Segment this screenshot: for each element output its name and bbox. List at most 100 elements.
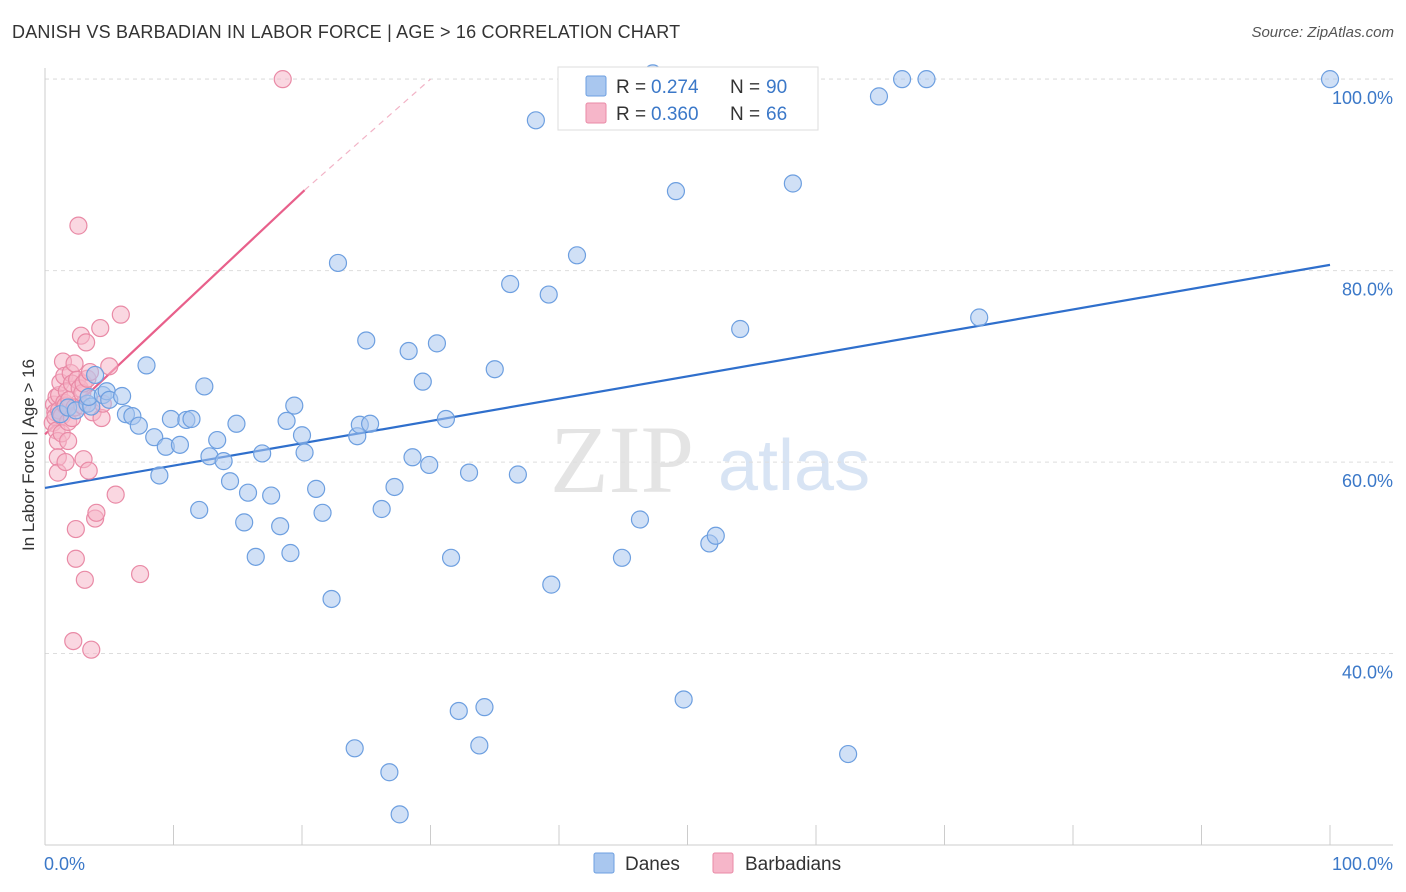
point-danes (1320, 70, 1340, 89)
point-danes (630, 510, 650, 529)
point-danes (345, 739, 364, 758)
point-danes (612, 548, 632, 567)
point-barbadians (69, 216, 88, 235)
point-barbadians (100, 357, 119, 376)
legend-swatch-barbadians (585, 102, 607, 124)
point-danes (731, 319, 750, 339)
legend-r-value-1: 0.360 (651, 104, 699, 125)
point-danes (399, 341, 418, 361)
point-danes (253, 444, 272, 463)
legend-n-value-1: 66 (766, 104, 787, 125)
point-danes (470, 736, 489, 755)
point-danes (403, 448, 422, 467)
point-danes (475, 698, 494, 717)
point-danes (459, 463, 479, 482)
point-danes (262, 486, 281, 505)
chart-title: DANISH VS BARBADIAN IN LABOR FORCE | AGE… (12, 22, 681, 42)
y-tick-label: 40.0% (1342, 663, 1393, 683)
point-barbadians (64, 631, 83, 651)
point-danes (357, 331, 376, 350)
point-danes (182, 409, 201, 429)
point-danes (112, 386, 132, 406)
x-tick-label-max: 100.0% (1332, 854, 1393, 874)
point-danes (220, 472, 240, 491)
point-danes (380, 763, 399, 782)
point-danes (150, 466, 169, 485)
point-danes (246, 547, 265, 566)
point-danes (227, 414, 246, 433)
watermark-atlas: atlas (718, 426, 870, 506)
axes: 40.0% 60.0% 80.0% 100.0% (44, 68, 1393, 846)
point-danes (277, 411, 296, 431)
point-barbadians (59, 431, 78, 451)
point-danes (706, 526, 725, 545)
point-danes (295, 443, 314, 462)
point-danes (307, 479, 326, 498)
point-danes (542, 575, 561, 594)
point-danes (917, 70, 936, 89)
point-barbadians (65, 354, 84, 373)
point-barbadians (91, 318, 110, 338)
legend-swatch-danes (585, 75, 607, 97)
source-label: Source: ZipAtlas.com (1251, 24, 1394, 41)
point-danes (783, 174, 802, 193)
point-danes (214, 452, 233, 471)
point-barbadians (82, 640, 101, 659)
point-barbadians (79, 461, 98, 480)
y-axis-label: In Labor Force | Age > 16 (19, 359, 38, 551)
point-danes (508, 465, 527, 484)
data-points (43, 64, 1340, 824)
point-danes (674, 690, 693, 709)
point-danes (129, 416, 148, 435)
point-danes (238, 483, 258, 502)
point-danes (137, 356, 156, 375)
legend-r-label-1: R = (616, 104, 646, 125)
point-danes (539, 285, 558, 304)
legend-r-value-0: 0.274 (651, 77, 699, 98)
bottom-legend-label-barbadians: Barbadians (745, 854, 841, 875)
point-danes (892, 70, 912, 89)
point-danes (161, 409, 181, 429)
point-danes (567, 246, 587, 265)
legend-r-label-0: R = (616, 77, 646, 98)
point-danes (869, 87, 889, 106)
point-danes (170, 435, 190, 454)
watermark-zip: ZIP (550, 406, 694, 513)
point-danes (970, 308, 989, 327)
trend-extension-barbadians (304, 78, 431, 191)
point-barbadians (87, 503, 106, 522)
point-barbadians (56, 452, 75, 472)
point-danes (328, 253, 348, 273)
grid-lines (45, 78, 1393, 655)
stats-legend: R = 0.274 N = 90 R = 0.360 N = 66 (557, 66, 819, 131)
legend-n-label-1: N = (730, 104, 760, 125)
y-tick-label: 100.0% (1332, 88, 1393, 108)
y-tick-label: 80.0% (1342, 280, 1393, 300)
legend-n-label-0: N = (730, 77, 760, 98)
legend-n-value-0: 90 (766, 77, 787, 98)
point-danes (526, 111, 545, 130)
point-danes (372, 499, 391, 519)
point-danes (208, 430, 227, 450)
point-danes (86, 365, 105, 385)
point-barbadians (111, 305, 130, 324)
bottom-legend-label-danes: Danes (625, 854, 680, 875)
point-barbadians (77, 333, 96, 352)
point-danes (195, 377, 214, 396)
bottom-legend-swatch-barbadians (712, 852, 734, 874)
point-danes (501, 274, 520, 294)
point-danes (485, 360, 504, 379)
point-danes (292, 426, 312, 445)
point-danes (449, 701, 468, 721)
point-danes (313, 503, 332, 522)
x-tick-label-min: 0.0% (44, 854, 85, 874)
point-danes (441, 548, 461, 567)
point-danes (361, 414, 380, 433)
point-barbadians (75, 570, 94, 589)
point-barbadians (66, 549, 85, 568)
point-danes (235, 513, 254, 532)
point-danes (413, 372, 432, 391)
point-danes (666, 182, 686, 201)
point-danes (436, 409, 456, 429)
